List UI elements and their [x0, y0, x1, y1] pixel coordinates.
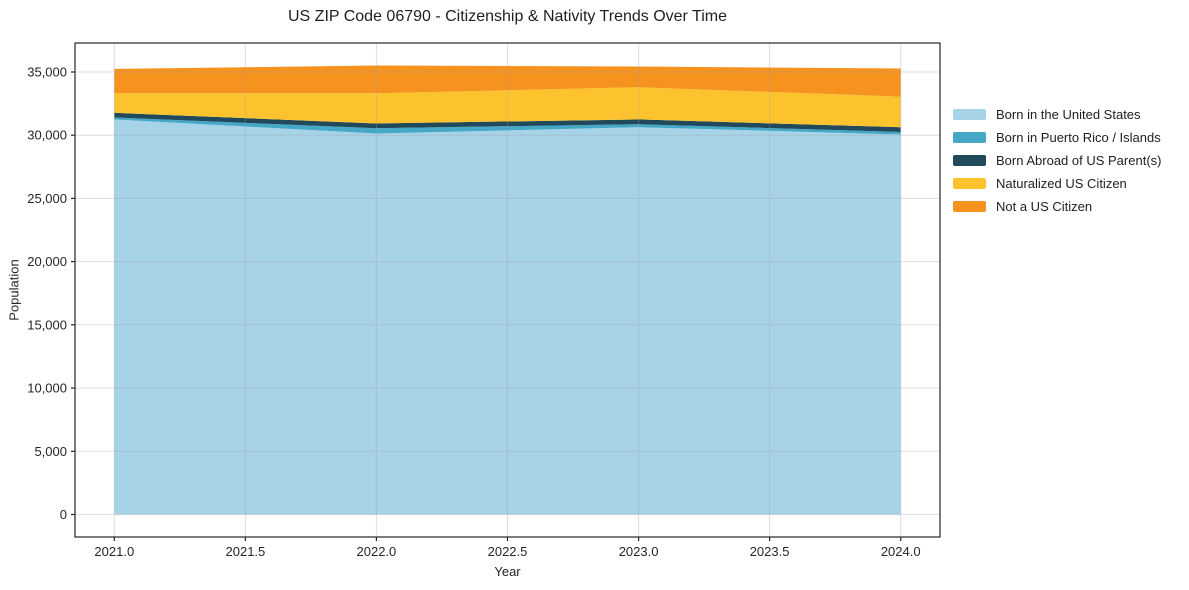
x-axis-label: Year	[494, 564, 521, 579]
chart-title: US ZIP Code 06790 - Citizenship & Nativi…	[288, 8, 727, 25]
y-tick-label: 0	[60, 507, 67, 522]
x-tick-label: 2023.5	[750, 544, 790, 559]
area-born-in-the-united-states	[114, 119, 901, 515]
legend: Born in the United States Born in Puerto…	[953, 103, 1161, 218]
area-not-a-us-citizen	[114, 65, 901, 97]
legend-label: Born in the United States	[996, 107, 1141, 122]
y-tick-label: 35,000	[27, 65, 67, 80]
legend-label: Born Abroad of US Parent(s)	[996, 153, 1162, 168]
legend-item: Naturalized US Citizen	[953, 172, 1161, 195]
y-axis-label: Population	[6, 259, 22, 321]
y-tick-label: 20,000	[27, 254, 67, 269]
y-tick-label: 15,000	[27, 317, 67, 332]
legend-item: Not a US Citizen	[953, 195, 1161, 218]
legend-label: Naturalized US Citizen	[996, 176, 1127, 191]
legend-swatch-born-in-puerto-rico	[953, 132, 986, 143]
y-tick-label: 10,000	[27, 381, 67, 396]
x-tick-label: 2024.0	[881, 544, 921, 559]
area-naturalized-us-citizen	[114, 87, 901, 128]
x-tick-label: 2023.0	[619, 544, 659, 559]
legend-swatch-born-abroad	[953, 155, 986, 166]
x-tick-label: 2021.0	[94, 544, 134, 559]
y-tick-label: 5,000	[34, 444, 67, 459]
area-born-in-puerto-rico-islands	[114, 117, 901, 135]
y-tick-label: 25,000	[27, 191, 67, 206]
legend-label: Not a US Citizen	[996, 199, 1093, 214]
x-tick-label: 2022.0	[357, 544, 397, 559]
area-born-abroad-of-us-parent-s	[114, 112, 901, 132]
legend-item: Born Abroad of US Parent(s)	[953, 149, 1161, 172]
legend-item: Born in Puerto Rico / Islands	[953, 126, 1161, 149]
legend-label: Born in Puerto Rico / Islands	[996, 130, 1161, 145]
legend-item: Born in the United States	[953, 103, 1161, 126]
legend-swatch-naturalized	[953, 178, 986, 189]
y-tick-label: 30,000	[27, 128, 67, 143]
legend-swatch-born-in-us	[953, 109, 986, 120]
x-tick-label: 2021.5	[226, 544, 266, 559]
legend-swatch-not-citizen	[953, 201, 986, 212]
x-tick-label: 2022.5	[488, 544, 528, 559]
